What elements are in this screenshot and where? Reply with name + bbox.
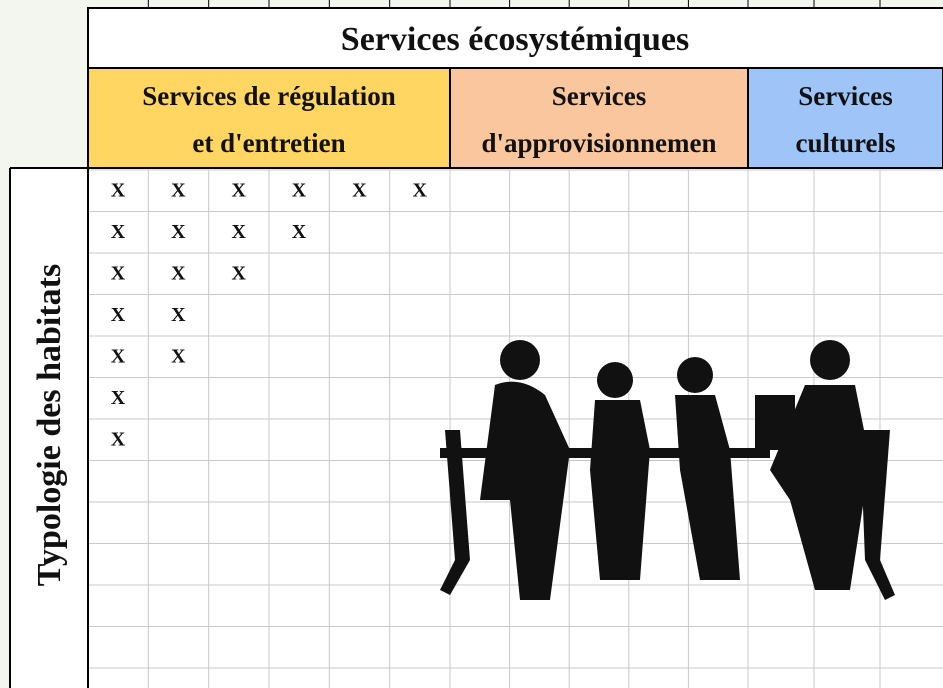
cell-mark: X <box>111 304 126 326</box>
group-header-label: d'approvisionnemen <box>481 128 716 158</box>
head <box>597 362 633 398</box>
cell-mark: X <box>111 221 126 243</box>
group-header-label: culturels <box>796 128 896 158</box>
cell-mark: X <box>292 180 307 202</box>
chair <box>440 430 470 595</box>
cell-mark: X <box>412 180 427 202</box>
row-header: Typologie des habitats <box>31 264 68 586</box>
head <box>677 357 713 393</box>
head <box>810 340 850 380</box>
chair <box>860 430 895 600</box>
group-header-label: Services <box>798 81 892 111</box>
cell-mark: X <box>171 221 186 243</box>
laptop <box>755 395 795 450</box>
meeting-silhouette <box>440 340 895 600</box>
person <box>480 381 570 600</box>
cell-mark: X <box>352 180 367 202</box>
cell-mark: X <box>231 180 246 202</box>
cell-mark: X <box>111 180 126 202</box>
cell-mark: X <box>171 263 186 285</box>
title-cell <box>88 8 943 68</box>
table-title: Services écosystémiques <box>341 21 689 58</box>
group-header-label: et d'entretien <box>192 128 345 158</box>
person <box>590 400 650 580</box>
group-header-label: Services de régulation <box>142 81 395 111</box>
cell-mark: X <box>231 263 246 285</box>
person <box>675 395 740 580</box>
cell-mark: X <box>231 221 246 243</box>
group-header-label: Services <box>552 81 646 111</box>
cell-mark: X <box>292 221 307 243</box>
cell-mark: X <box>111 429 126 451</box>
cell-mark: X <box>171 304 186 326</box>
cell-mark: X <box>171 346 186 368</box>
cell-mark: X <box>171 180 186 202</box>
cell-mark: X <box>111 263 126 285</box>
cell-mark: X <box>111 346 126 368</box>
cell-mark: X <box>111 387 126 409</box>
head <box>500 340 540 380</box>
